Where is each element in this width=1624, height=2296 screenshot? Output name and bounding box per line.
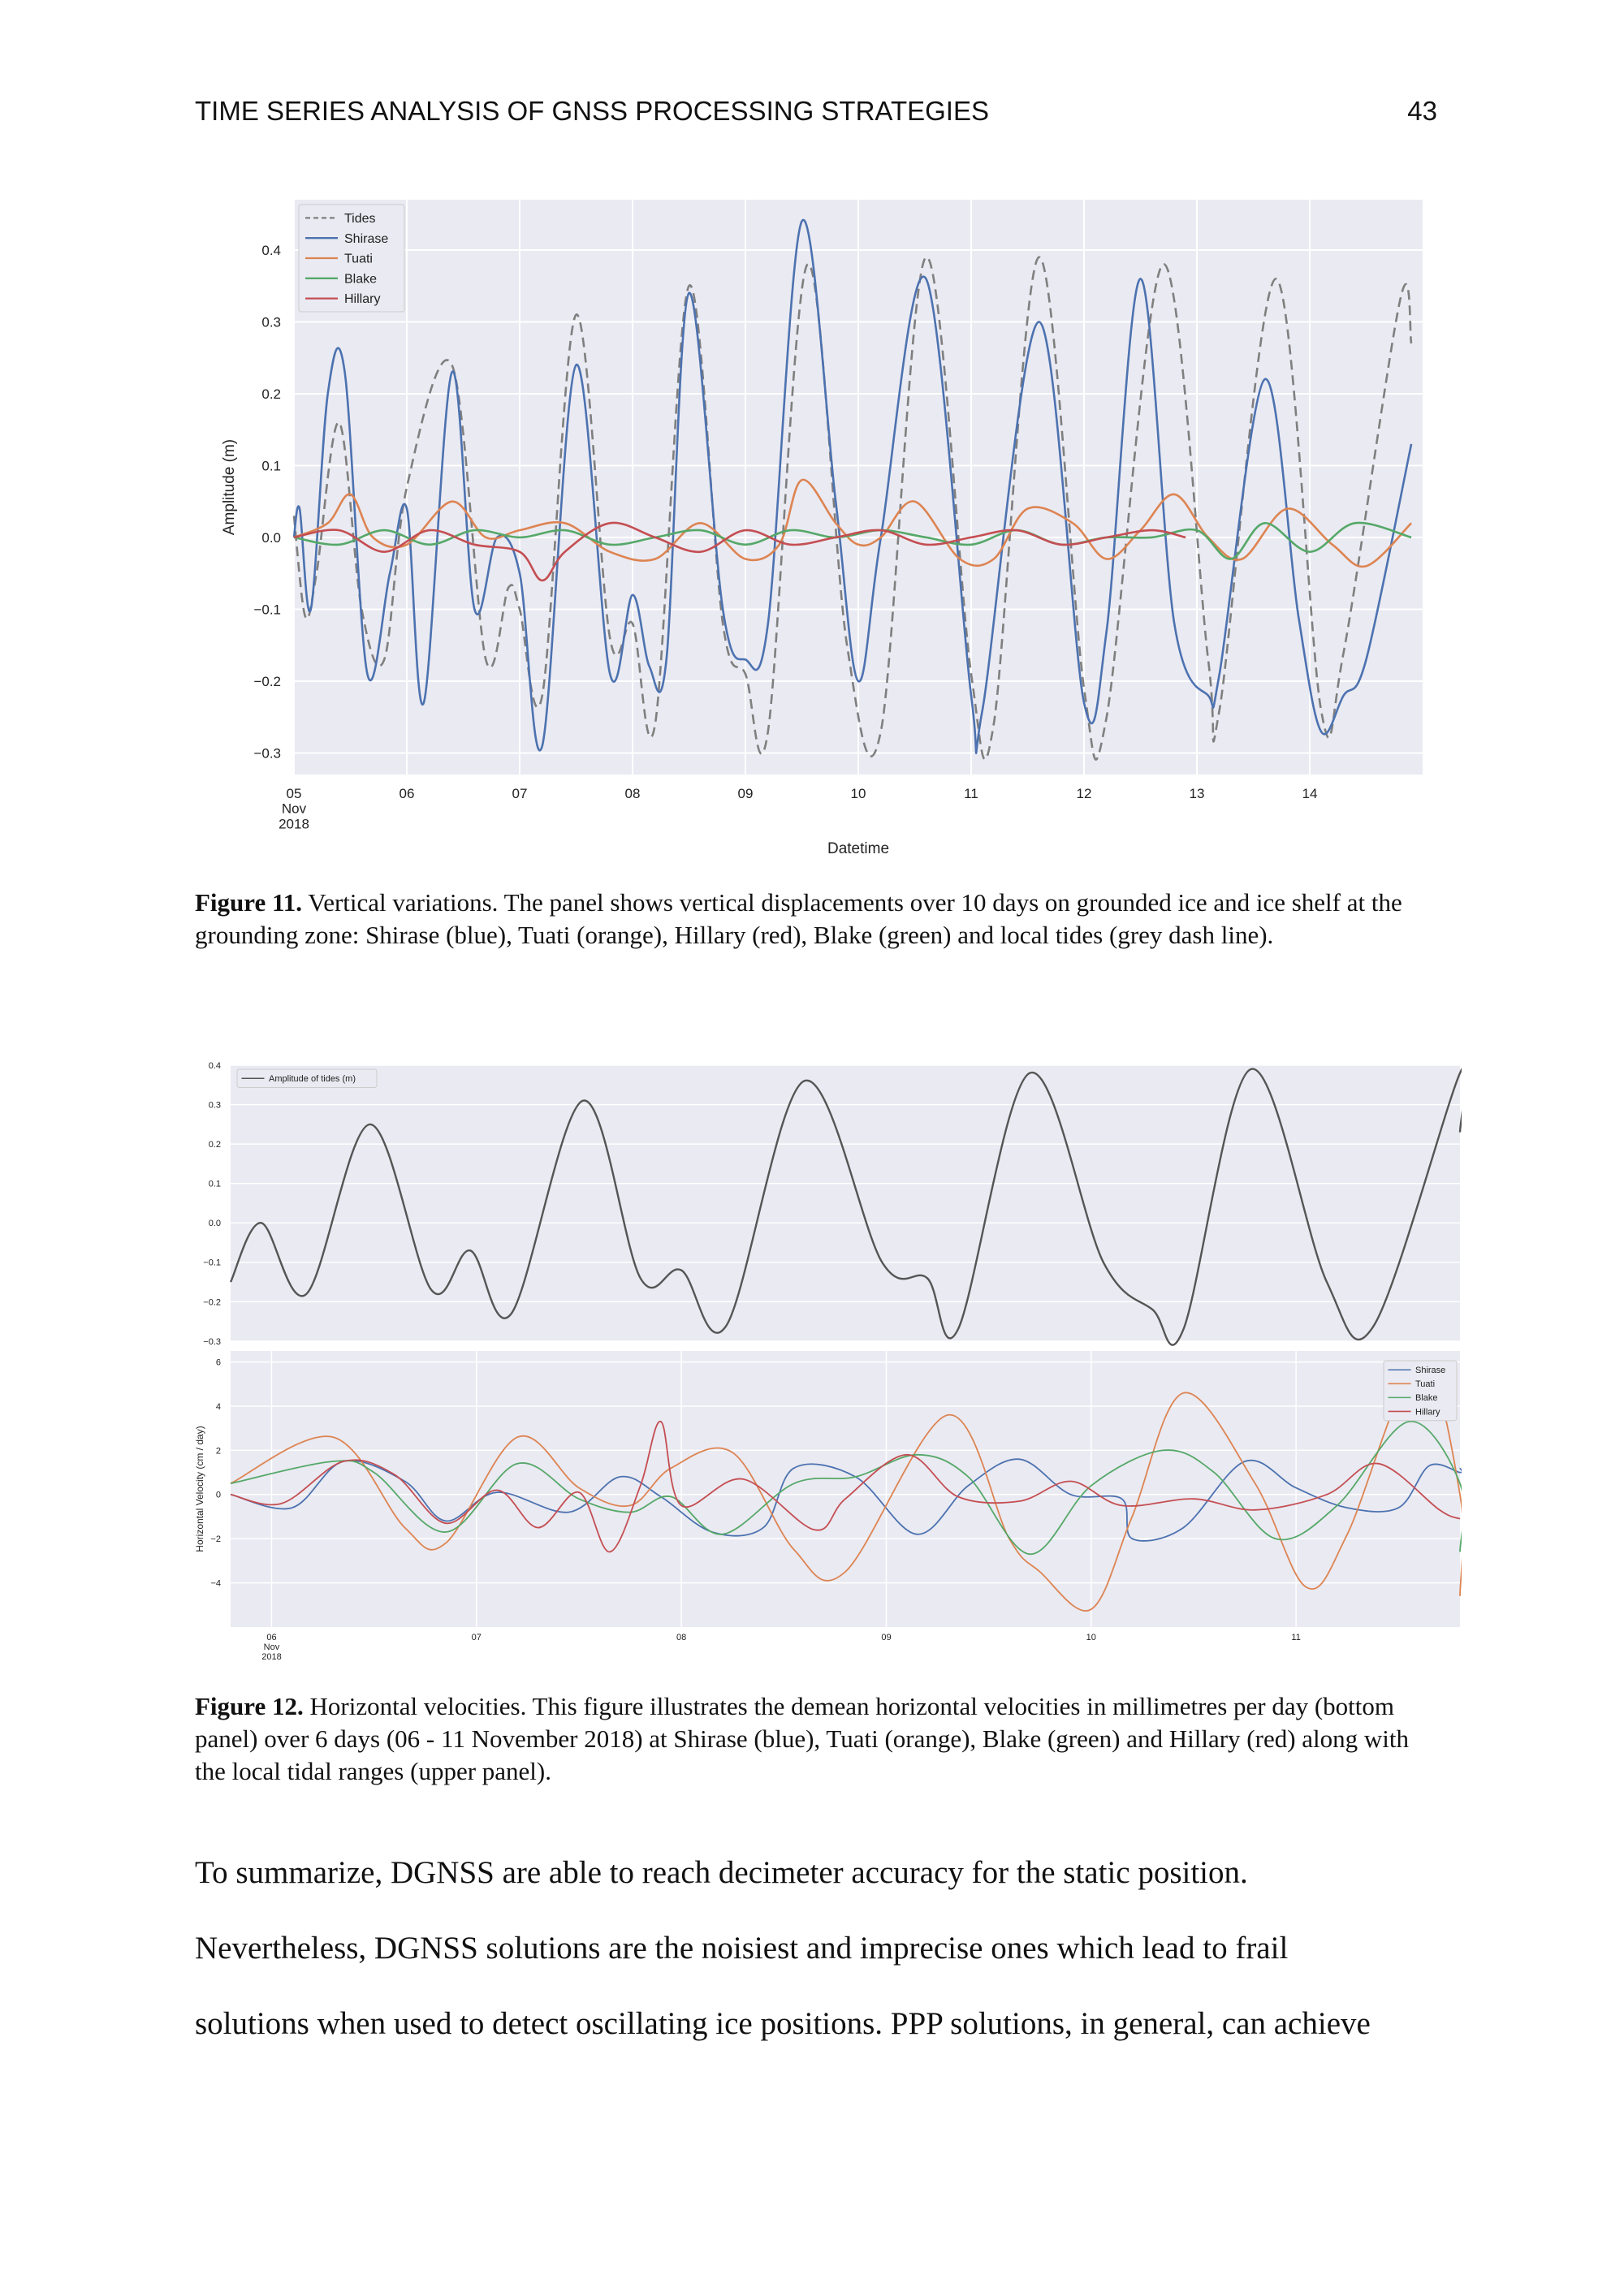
body-paragraph: To summarize, DGNSS are able to reach de… [195,1854,1462,2081]
y-tick-label: −4 [210,1578,221,1588]
plot-panel: −4 −2 0 2 4 6 06 Nov 2018 07 08 09 10 11 [210,1351,1462,1662]
series-line-tuati [230,1361,1462,1612]
x-tick-label: 06 [400,786,415,801]
plot-area [231,1351,1460,1627]
x-tick-label: 14 [1302,786,1318,801]
y-tick-label: 2 [216,1446,221,1456]
y-tick-label: 0.2 [209,1140,221,1150]
y-tick-label: −0.1 [253,602,281,617]
legend-label: Tuati [1415,1379,1435,1389]
x-tick-label: 10 [1086,1633,1096,1642]
series-line-hillary [293,521,1186,582]
y-tick-label: −0.2 [253,674,281,689]
series-line-shirase [230,1458,1462,1542]
y-tick-label: −0.1 [203,1258,221,1268]
plot-panel: −0.3 −0.2 −0.1 0.0 0.1 0.2 0.3 0.4 05 Nov 2018 06 07… [253,200,1423,831]
y-tick-label: 0.1 [209,1180,221,1189]
figure-12-caption: Figure 12. Horizontal velocities. This f… [195,1690,1445,1788]
page-number: 43 [1407,96,1437,126]
y-tick-label: 6 [216,1357,221,1367]
y-tick-label: 0.4 [261,243,281,258]
x-tick-label: 07 [472,1633,482,1642]
series-line-shirase [292,218,1413,754]
legend-label: Blake [344,272,377,286]
figure-12-horizontal-velocities-chart: −0.3 −0.2 −0.1 0.0 0.1 0.2 0.3 0.4 −4 −2 0 2 4 6 06 Nov… [194,1061,1462,1662]
figure-12-label: Figure 12. [195,1692,304,1720]
running-title: TIME SERIES ANALYSIS OF GNSS PROCESSING … [195,96,989,126]
y-tick-label: 0.1 [261,458,281,473]
series-line-amplitude-of-tides-m [229,1068,1462,1346]
x-tick-label: 09 [881,1633,891,1642]
x-tick-label: 11 [964,786,978,801]
y-tick-label: 0.2 [261,386,281,402]
y-tick-label: 0.0 [261,530,281,546]
y-tick-label: −0.3 [203,1337,221,1347]
body-line: solutions when used to detect oscillatin… [195,2006,1371,2041]
x-tick-label: 11 [1291,1633,1300,1642]
legend: Amplitude of tides (m) [236,1068,378,1089]
body-line: Nevertheless, DGNSS solutions are the no… [195,1931,1289,1966]
legend-label: Tides [344,212,376,226]
x-tick-label: 10 [851,786,866,801]
x-tick-label: 08 [676,1633,686,1642]
legend-label: Shirase [1415,1366,1445,1375]
x-tick-label: 12 [1077,786,1092,801]
legend-label: Amplitude of tides (m) [269,1074,356,1084]
y-axis-label: Amplitude (m) [221,439,238,535]
figure-11-label: Figure 11. [195,888,303,917]
series-line-tides [292,256,1413,761]
legend: Shirase Tuati Blake Hillary [1383,1360,1458,1422]
y-tick-label: 4 [216,1402,221,1412]
legend-box [1383,1360,1458,1422]
y-tick-label: −0.3 [253,745,281,761]
legend-label: Tuati [344,252,373,266]
y-tick-label: 0.4 [209,1061,221,1071]
y-tick-label: 0.0 [209,1219,221,1228]
y-tick-label: 0.3 [261,314,281,330]
legend-label: Hillary [1415,1407,1440,1417]
body-line: To summarize, DGNSS are able to reach de… [195,1855,1248,1890]
figure-11-caption-text: Vertical variations. The panel shows ver… [195,888,1402,949]
legend-label: Shirase [344,232,388,246]
x-tick-label: 07 [512,786,528,801]
figure-12-caption-text: Horizontal velocities. This figure illus… [195,1692,1410,1785]
x-tick-label: 09 [738,786,754,801]
series-line-blake [230,1421,1462,1556]
y-axis-label: Horizontal Velocity (cm / day) [194,1426,205,1552]
legend-label: Blake [1415,1393,1438,1403]
y-tick-label: −0.2 [203,1297,221,1307]
x-axis-label: Datetime [827,840,889,857]
x-tick-label: 06 Nov 2018 [261,1633,281,1662]
series-line-hillary [230,1421,1461,1553]
legend-box [298,204,405,313]
x-tick-label: 13 [1190,786,1205,801]
plot-area [231,1065,1460,1341]
x-tick-label: 08 [625,786,641,801]
legend-label: Hillary [344,292,380,306]
x-tick-label: 05 Nov 2018 [279,786,309,831]
legend: Tides Shirase Tuati Blake Hillary [298,204,405,313]
figure-11-caption: Figure 11. Vertical variations. The pane… [195,887,1445,952]
y-tick-label: 0.3 [209,1100,221,1110]
running-header: TIME SERIES ANALYSIS OF GNSS PROCESSING … [195,96,1437,136]
legend-box [236,1068,378,1089]
figure-11-vertical-variations-chart: −0.3 −0.2 −0.1 0.0 0.1 0.2 0.3 0.4 05 Nov 2018 06 07… [221,200,1423,857]
y-tick-label: −2 [210,1534,221,1544]
plot-panel: −0.3 −0.2 −0.1 0.0 0.1 0.2 0.3 0.4 [203,1061,1462,1347]
y-tick-label: 0 [216,1491,221,1500]
